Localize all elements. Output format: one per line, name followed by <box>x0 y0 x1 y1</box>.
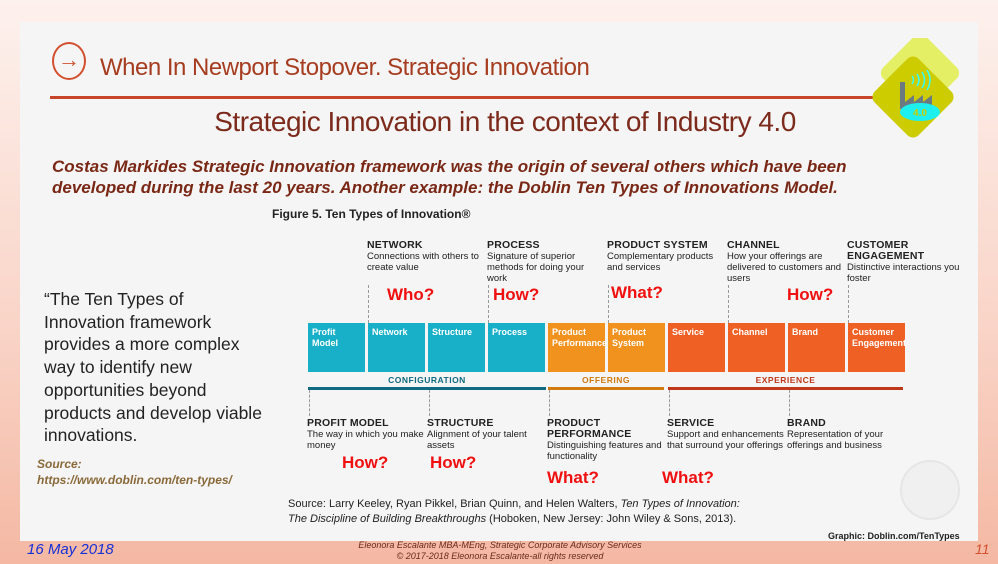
connector <box>488 285 489 323</box>
question-label: Who? <box>387 285 435 304</box>
bottom-label-1: STRUCTURE Alignment of your talent assets <box>427 417 545 452</box>
innovation-box: Product Performance <box>548 323 607 372</box>
type-name: PROCESS <box>487 239 540 251</box>
header-divider <box>50 96 880 99</box>
connector <box>669 390 670 416</box>
innovation-box: Structure <box>428 323 485 372</box>
category-bar <box>308 387 546 390</box>
type-desc: Support and enhancements that surround y… <box>667 429 784 451</box>
connector <box>429 390 430 416</box>
innovation-box: Product System <box>608 323 665 372</box>
category-label: EXPERIENCE <box>755 375 816 385</box>
question-label: What? <box>547 468 599 487</box>
type-desc: Distinctive interactions you foster <box>847 262 960 284</box>
circle-arrow-right-icon[interactable]: → <box>52 42 86 80</box>
top-label-3: CHANNEL How your offerings are delivered … <box>727 239 845 285</box>
source-authors: Source: Larry Keeley, Ryan Pikkel, Brian… <box>288 498 621 510</box>
slide-subtitle: Strategic Innovation in the context of I… <box>214 106 796 137</box>
type-name: NETWORK <box>367 239 423 251</box>
connector <box>549 390 550 416</box>
category-label: OFFERING <box>582 375 630 385</box>
type-desc: Representation of your offerings and bus… <box>787 429 884 451</box>
connector <box>848 285 849 323</box>
top-label-0: NETWORK Connections with others to create… <box>367 239 485 274</box>
footer-author: Eleonora Escalante MBA-MEng, Strategic C… <box>358 540 642 550</box>
quote-text: “The Ten Types of Innovation framework p… <box>44 289 262 446</box>
svg-text:4.0: 4.0 <box>913 108 927 119</box>
type-desc: The way in which you make money <box>307 429 424 451</box>
type-name: STRUCTURE <box>427 417 494 429</box>
connector <box>789 390 790 416</box>
page-number: 11 <box>975 541 990 557</box>
innovation-box: Network <box>368 323 425 372</box>
figure-title: Figure 5. Ten Types of Innovation® <box>272 207 471 221</box>
question-label: What? <box>662 468 714 487</box>
innovation-box: Channel <box>728 323 785 372</box>
top-label-2: PRODUCT SYSTEM Complementary products and… <box>607 239 725 274</box>
figure-source: Source: Larry Keeley, Ryan Pikkel, Brian… <box>288 497 748 527</box>
graphic-credit: Graphic: Doblin.com/TenTypes <box>828 531 960 541</box>
innovation-box: Process <box>488 323 545 372</box>
question-label: How? <box>787 285 834 304</box>
question-label: How? <box>430 453 477 472</box>
type-desc: Signature of superior methods for doing … <box>487 251 585 284</box>
question-label: How? <box>342 453 389 472</box>
type-name: SERVICE <box>667 417 715 429</box>
type-name: PRODUCT PERFORMANCE <box>547 417 632 440</box>
connector <box>309 390 310 416</box>
footer-copyright: Eleonora Escalante MBA-MEng, Strategic C… <box>300 540 700 562</box>
footer-date: 16 May 2018 <box>27 541 114 558</box>
type-desc: Complementary products and services <box>607 251 714 273</box>
type-name: CUSTOMER ENGAGEMENT <box>847 239 925 262</box>
footer-rights: © 2017-2018 Eleonora Escalante-all right… <box>396 551 604 561</box>
source-block: Source: https://www.doblin.com/ten-types… <box>37 456 232 488</box>
category-label: CONFIGURATION <box>388 375 466 385</box>
type-name: PRODUCT SYSTEM <box>607 239 708 251</box>
question-label: How? <box>493 285 540 304</box>
type-desc: How your offerings are delivered to cust… <box>727 251 842 284</box>
innovation-box: Brand <box>788 323 845 372</box>
category-bar <box>548 387 664 390</box>
question-label: What? <box>611 283 663 302</box>
category-bar <box>668 387 903 390</box>
type-name: BRAND <box>787 417 826 429</box>
source-label: Source: <box>37 457 82 471</box>
connector <box>728 285 729 323</box>
intro-paragraph: Costas Markides Strategic Innovation fra… <box>52 157 847 197</box>
slide-panel <box>20 22 978 541</box>
connector <box>608 285 609 323</box>
type-desc: Alignment of your talent assets <box>427 429 527 451</box>
source-publisher: (Hoboken, New Jersey: John Wiley & Sons,… <box>486 513 737 525</box>
innovation-box: Profit Model <box>308 323 365 372</box>
connector <box>368 285 369 323</box>
top-label-4: CUSTOMER ENGAGEMENT Distinctive interacti… <box>847 239 965 285</box>
industry-4-factory-logo-icon: 4.0 <box>872 38 960 138</box>
bottom-label-4: BRAND Representation of your offerings an… <box>787 417 905 452</box>
type-name: CHANNEL <box>727 239 780 251</box>
source-link[interactable]: https://www.doblin.com/ten-types/ <box>37 473 232 487</box>
bottom-label-0: PROFIT MODEL The way in which you make mo… <box>307 417 425 452</box>
signature-seal <box>900 460 960 520</box>
bottom-label-2: PRODUCT PERFORMANCE Distinguishing featur… <box>547 417 665 463</box>
type-desc: Connections with others to create value <box>367 251 479 273</box>
innovation-box: Customer Engagement <box>848 323 906 372</box>
top-label-1: PROCESS Signature of superior methods for… <box>487 239 605 285</box>
type-name: PROFIT MODEL <box>307 417 389 429</box>
innovation-box: Service <box>668 323 725 372</box>
source-book-title: Ten Types of Innovation: The Discipline … <box>288 498 740 525</box>
slide-header-title: When In Newport Stopover. Strategic Inno… <box>100 54 590 81</box>
bottom-label-3: SERVICE Support and enhancements that sur… <box>667 417 785 452</box>
type-desc: Distinguishing features and functionalit… <box>547 440 662 462</box>
